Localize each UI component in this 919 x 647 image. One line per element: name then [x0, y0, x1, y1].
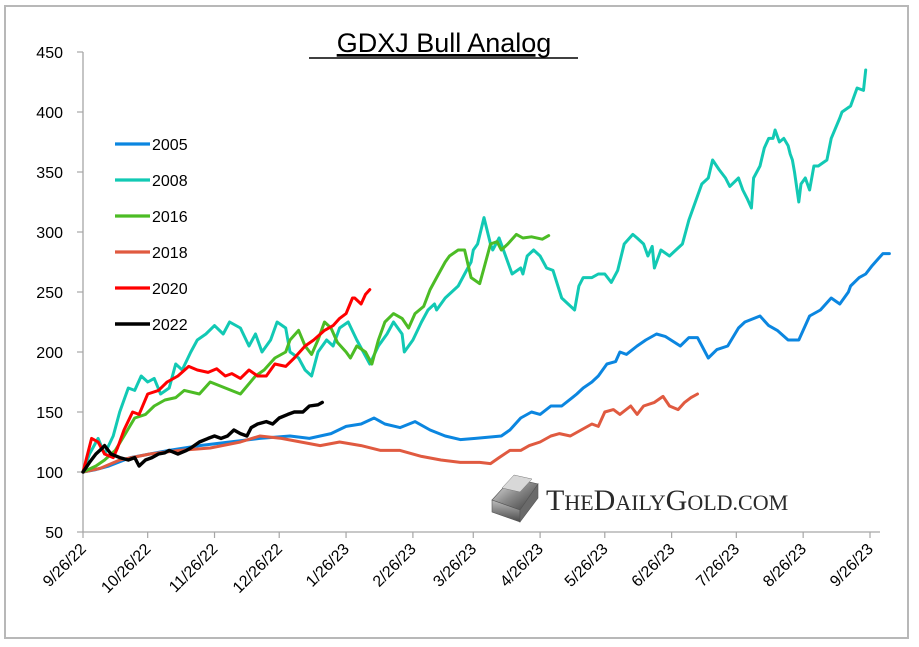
legend-label-2022: 2022: [152, 317, 188, 334]
x-tick-label: 1/26/23: [303, 541, 353, 591]
x-tick-label: 2/26/23: [370, 541, 420, 591]
y-tick-label: 450: [36, 45, 63, 62]
gold-bar-icon: [491, 474, 539, 523]
series-line-2016: [81, 232, 551, 474]
series-lines: [81, 68, 891, 474]
series-line-2018: [81, 392, 699, 474]
y-tick-label: 50: [45, 525, 63, 542]
legend-label-2018: 2018: [152, 245, 188, 262]
series-line-2008: [81, 68, 868, 474]
x-tick-label: 7/26/23: [693, 541, 743, 591]
y-axis: 50 100 150 200 250 300 350 400 450: [36, 45, 84, 542]
y-tick-label: 300: [36, 225, 63, 242]
x-tick-label: 5/26/23: [562, 541, 612, 591]
x-tick-label: 6/26/23: [629, 541, 679, 591]
y-tick-label: 200: [36, 345, 63, 362]
legend-label-2008: 2008: [152, 173, 188, 190]
series-line-2020: [81, 288, 372, 474]
watermark-text: THEDAILYGOLD.COM: [546, 484, 788, 517]
legend: 2005 2008 2016 2018 2020 2022: [115, 137, 188, 334]
watermark-logo: THEDAILYGOLD.COM: [491, 474, 788, 523]
x-tick-label: 9/26/23: [827, 541, 877, 591]
legend-label-2020: 2020: [152, 281, 188, 298]
y-tick-label: 400: [36, 105, 63, 122]
y-tick-label: 100: [36, 465, 63, 482]
series-line-2005: [81, 252, 891, 474]
series-line-2022: [81, 400, 324, 474]
x-tick-label: 8/26/23: [760, 541, 810, 591]
y-tick-label: 150: [36, 405, 63, 422]
x-axis: 9/26/22 10/26/22 11/26/22 12/26/22 1/26/23 2/…: [40, 531, 880, 597]
legend-label-2005: 2005: [152, 137, 188, 154]
x-tick-label: 10/26/22: [98, 541, 154, 597]
y-tick-label: 350: [36, 165, 63, 182]
x-tick-label: 4/26/23: [497, 541, 547, 591]
legend-label-2016: 2016: [152, 209, 188, 226]
chart-title: GDXJ Bull Analog: [337, 28, 552, 58]
x-tick-label: 12/26/22: [230, 541, 286, 597]
x-tick-label: 3/26/23: [430, 541, 480, 591]
y-tick-label: 250: [36, 285, 63, 302]
chart-frame: [4, 5, 909, 639]
x-tick-label: 11/26/22: [166, 541, 221, 596]
x-tick-label: 9/26/22: [40, 541, 90, 591]
